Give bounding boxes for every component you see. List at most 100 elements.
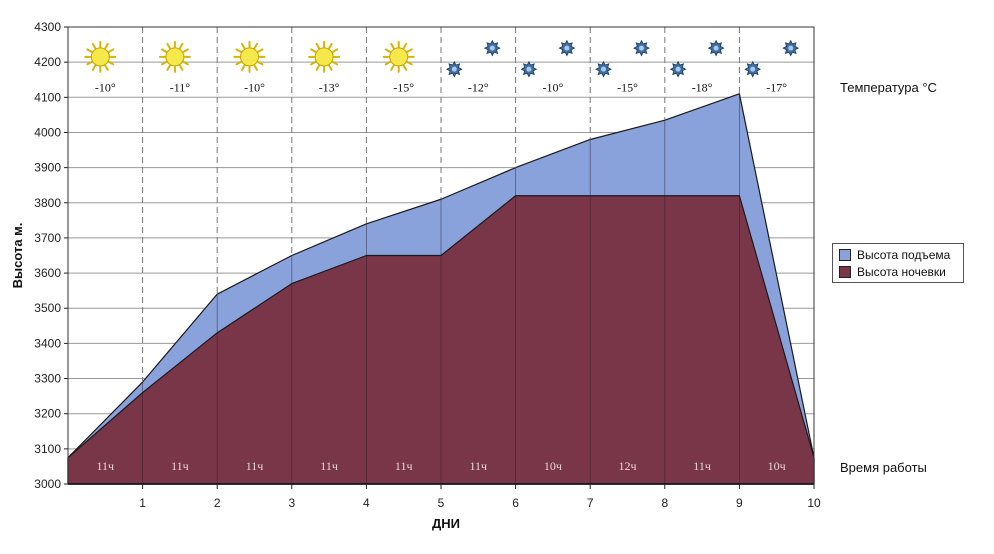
y-tick-label: 4300 — [34, 20, 61, 34]
y-tick-label: 3900 — [34, 161, 61, 175]
legend-swatch-ascent — [839, 248, 851, 261]
y-tick-label: 3600 — [34, 266, 61, 280]
sun-ray — [406, 60, 413, 66]
snowflake-core — [489, 45, 495, 51]
sun-ray — [328, 64, 333, 71]
snowflake-core — [675, 66, 681, 72]
sun-ray — [166, 64, 171, 71]
sun-disc — [389, 47, 409, 67]
sun-ray — [384, 60, 392, 66]
day-work-hours: 11ч — [171, 459, 189, 473]
sun-ray — [310, 48, 317, 53]
snowflake-core — [601, 66, 606, 72]
snowflake-icon — [633, 39, 650, 57]
legend-label-ascent: Высота подъема — [857, 247, 951, 262]
legend-swatch-overnight — [839, 265, 851, 278]
snowflake-core — [451, 66, 457, 72]
x-tick-label: 1 — [139, 496, 146, 510]
snowflake-core — [526, 66, 532, 72]
sun-ray — [328, 42, 333, 50]
x-tick-label: 10 — [807, 496, 821, 510]
x-tick-label: 3 — [288, 496, 295, 510]
y-tick-label: 3000 — [34, 477, 61, 491]
sun-ray — [315, 42, 321, 50]
sun-ray — [104, 42, 109, 50]
sun-ray — [310, 60, 317, 66]
y-tick-label: 3400 — [34, 336, 61, 350]
y-tick-label: 4000 — [34, 125, 61, 139]
day-temperature: -10° — [95, 81, 116, 95]
y-axis-title: Высота м. — [10, 223, 25, 289]
axes: 3000 3100 3200 3300 3400 3500 3600 3700 3800 3900… — [10, 20, 821, 531]
y-tick-label: 4200 — [34, 55, 61, 69]
sun-ray — [331, 48, 339, 53]
sun-ray — [178, 64, 184, 71]
chart-labels: -10° 11ч -11° 11ч -10° 11ч -13° 11ч -15° 11ч -12° 1… — [95, 80, 937, 475]
x-tick-label: 5 — [438, 496, 445, 510]
sun-ray — [86, 48, 93, 53]
y-tick-label: 3100 — [34, 442, 61, 456]
day-temperature: -12° — [468, 81, 489, 95]
day-work-hours: 11ч — [395, 459, 413, 473]
y-tick-label: 3300 — [34, 372, 61, 386]
day-work-hours: 10ч — [768, 459, 786, 473]
x-tick-label: 8 — [661, 496, 668, 510]
day-work-hours: 10ч — [544, 459, 562, 473]
legend: Высота подъема Высота ночевки — [832, 243, 964, 283]
day-temperature: -11° — [170, 81, 191, 95]
snowflake-icon — [782, 39, 800, 57]
x-axis-title: ДНИ — [432, 516, 460, 531]
day-dividers — [142, 27, 740, 484]
snowflake-icon — [445, 60, 463, 78]
sun-ray — [104, 64, 109, 71]
snowflake-core — [713, 45, 719, 51]
sun-ray — [178, 42, 184, 50]
sun-icon — [158, 40, 191, 73]
snowflake-icon — [744, 60, 762, 78]
sun-ray — [91, 42, 97, 50]
sun-ray — [182, 48, 189, 53]
snowflake-icon — [595, 60, 612, 78]
legend-item-overnight: Высота ночевки — [839, 263, 957, 280]
sun-icon — [84, 40, 117, 73]
day-work-hours: 11ч — [320, 459, 338, 473]
sun-ray — [257, 48, 264, 53]
sun-ray — [235, 60, 242, 66]
y-tick-label: 3700 — [34, 231, 61, 245]
sun-ray — [160, 48, 168, 53]
day-temperature: -15° — [393, 81, 414, 95]
day-work-hours: 11ч — [97, 459, 115, 473]
temperature-label: Температура °С — [840, 80, 937, 95]
y-tick-label: 4100 — [34, 90, 61, 104]
weather-icons — [84, 39, 800, 78]
day-work-hours: 11ч — [246, 459, 264, 473]
x-tick-label: 2 — [214, 496, 221, 510]
day-temperature: -15° — [617, 81, 638, 95]
legend-item-ascent: Высота подъема — [839, 246, 957, 263]
y-tick-label: 3800 — [34, 196, 61, 210]
sun-ray — [406, 48, 413, 53]
day-work-hours: 11ч — [693, 459, 711, 473]
sun-ray — [107, 48, 115, 53]
day-work-hours: 12ч — [618, 459, 636, 473]
sun-ray — [390, 64, 395, 71]
snowflake-icon — [669, 60, 687, 78]
snowflake-icon — [558, 39, 576, 57]
legend-label-overnight: Высота ночевки — [857, 264, 946, 279]
day-temperature: -10° — [244, 81, 265, 95]
sun-ray — [331, 60, 339, 66]
sun-ray — [91, 64, 97, 71]
snowflake-core — [564, 45, 570, 51]
sun-ray — [315, 64, 321, 71]
snowflake-core — [639, 45, 644, 51]
sun-ray — [241, 42, 246, 50]
sun-ray — [390, 42, 395, 50]
sun-ray — [402, 42, 408, 50]
sun-ray — [166, 42, 171, 50]
work-time-label: Время работы — [840, 460, 927, 475]
x-tick-label: 7 — [587, 496, 594, 510]
sun-ray — [182, 60, 189, 66]
x-tick-label: 4 — [363, 496, 370, 510]
day-temperature: -10° — [543, 81, 564, 95]
